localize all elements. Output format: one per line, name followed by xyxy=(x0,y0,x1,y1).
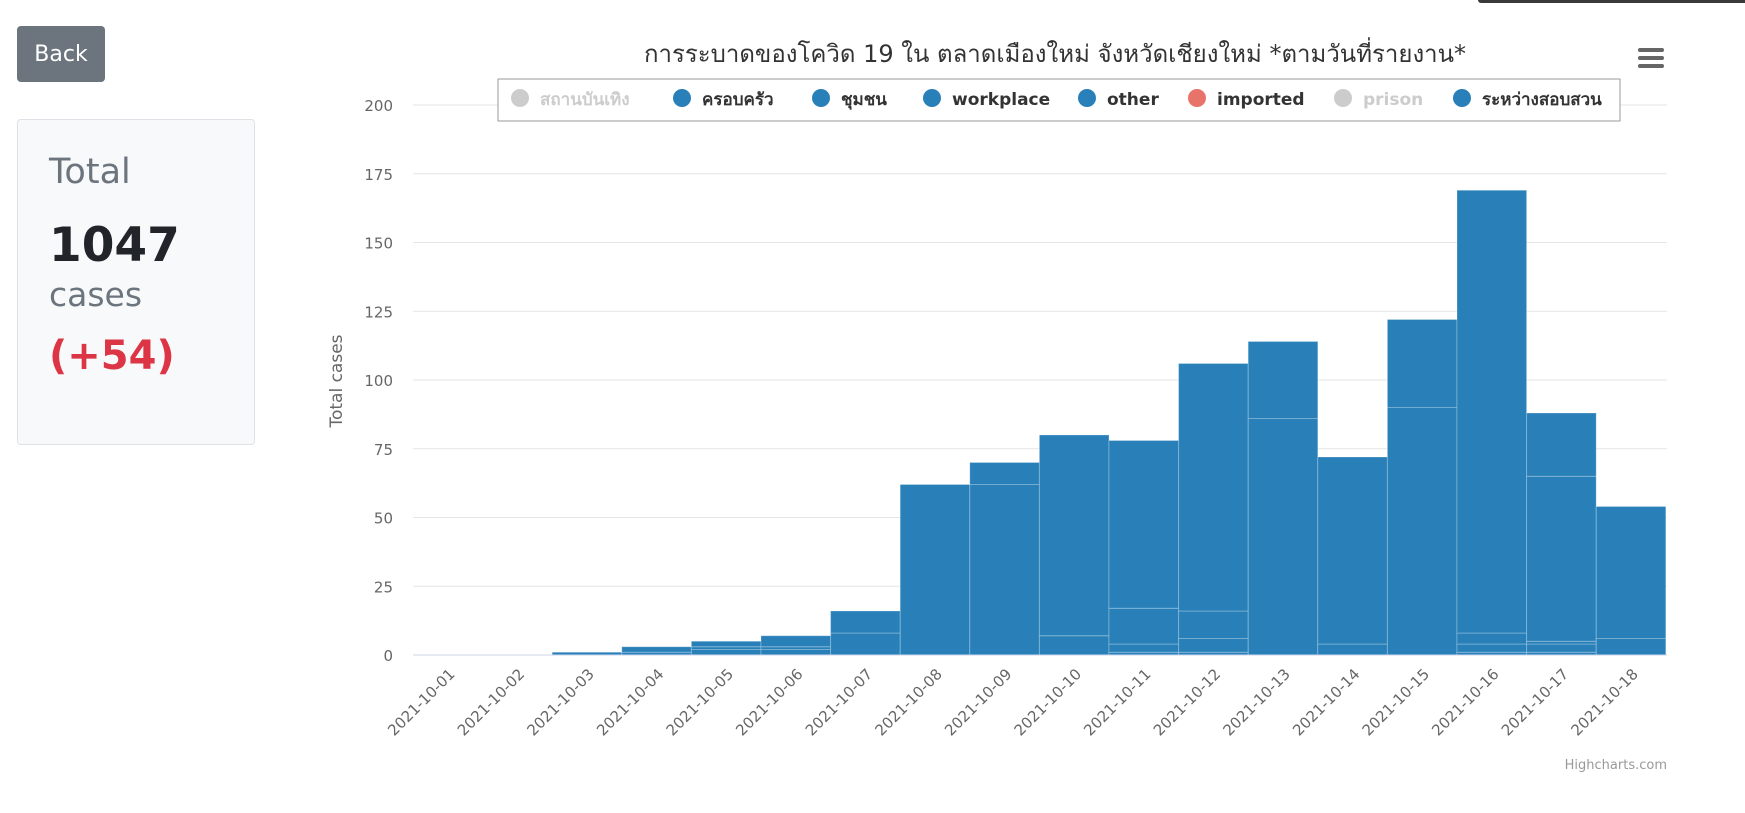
chart-legend: สถานบันเทิง ครอบครัว ชุมชน workplace other im… xyxy=(497,78,1621,122)
bar-segment[interactable] xyxy=(1526,412,1597,477)
x-tick-label: 2021-10-03 xyxy=(523,665,597,739)
y-tick-label: 100 xyxy=(364,372,393,390)
chart-menu-button[interactable] xyxy=(1630,40,1670,76)
bar-segment[interactable] xyxy=(621,646,692,653)
bar-segment[interactable] xyxy=(1178,638,1249,653)
y-tick-label: 200 xyxy=(364,97,393,115)
bar-segment[interactable] xyxy=(1038,434,1110,637)
legend-label: workplace xyxy=(952,90,1050,110)
bar-segment[interactable] xyxy=(760,635,832,648)
bar-segment[interactable] xyxy=(1595,506,1667,639)
bar-segment[interactable] xyxy=(969,462,1040,485)
y-axis-label: Total cases xyxy=(327,334,347,428)
legend-marker xyxy=(1188,89,1206,107)
legend-marker xyxy=(1078,89,1096,107)
x-tick-label: 2021-10-16 xyxy=(1428,665,1502,739)
y-tick-label: 75 xyxy=(374,441,393,459)
legend-marker xyxy=(923,89,941,107)
menu-icon xyxy=(1638,48,1664,52)
legend-marker xyxy=(1453,89,1471,107)
x-tick-label: 2021-10-18 xyxy=(1567,665,1641,739)
bar-segment[interactable] xyxy=(1317,456,1388,645)
bar-segment[interactable] xyxy=(1456,189,1528,634)
x-tick-label: 2021-10-05 xyxy=(663,665,737,739)
legend-item[interactable]: ชุมชน xyxy=(812,89,887,110)
x-tick-label: 2021-10-15 xyxy=(1359,665,1433,739)
legend-item[interactable]: prison xyxy=(1334,89,1423,110)
legend-label: other xyxy=(1107,90,1159,110)
total-cases-card: Total 1047 cases (+54) xyxy=(17,119,255,445)
bar-segment[interactable] xyxy=(1247,418,1319,656)
total-change: (+54) xyxy=(49,333,175,379)
bar-segment[interactable] xyxy=(830,632,901,656)
x-tick-label: 2021-10-01 xyxy=(384,665,458,739)
chart-title: การระบาดของโควิด 19 ใน ตลาดเมืองใหม่ จัง… xyxy=(644,37,1466,68)
y-tick-label: 50 xyxy=(374,510,393,528)
back-button[interactable]: Back xyxy=(17,26,105,82)
bar-segment[interactable] xyxy=(830,610,901,634)
legend-item[interactable]: ครอบครัว xyxy=(673,89,774,110)
y-tick-label: 150 xyxy=(364,235,393,253)
bar-segment[interactable] xyxy=(1386,407,1458,656)
top-overlay-edge xyxy=(1478,0,1745,3)
x-tick-label: 2021-10-06 xyxy=(732,665,806,739)
bar-segment[interactable] xyxy=(1456,643,1528,653)
chart-credits[interactable]: Highcharts.com xyxy=(1565,758,1667,773)
y-tick-label: 0 xyxy=(383,647,393,665)
bar-segment[interactable] xyxy=(760,649,832,656)
bar-segment[interactable] xyxy=(1108,607,1180,645)
total-unit: cases xyxy=(49,275,143,314)
legend-item[interactable]: imported xyxy=(1188,89,1305,110)
legend-item[interactable]: ระหว่างสอบสวน xyxy=(1453,89,1602,110)
legend-marker xyxy=(1334,89,1352,107)
x-tick-label: 2021-10-09 xyxy=(941,665,1015,739)
legend-label: prison xyxy=(1363,90,1423,110)
y-tick-label: 125 xyxy=(364,303,393,321)
legend-item[interactable]: other xyxy=(1078,89,1159,110)
legend-box xyxy=(497,78,1621,122)
bar-segment[interactable] xyxy=(899,484,971,656)
bar-segment[interactable] xyxy=(1178,610,1249,639)
total-label: Total xyxy=(49,152,131,192)
legend-marker xyxy=(812,89,830,107)
y-tick-label: 25 xyxy=(374,578,393,596)
x-tick-label: 2021-10-04 xyxy=(593,665,667,739)
legend-item[interactable]: workplace xyxy=(923,89,1050,110)
bar-segment[interactable] xyxy=(1386,319,1458,408)
bar-segment[interactable] xyxy=(1247,341,1319,419)
x-tick-label: 2021-10-02 xyxy=(454,665,528,739)
legend-label: imported xyxy=(1217,90,1305,110)
bar-segment[interactable] xyxy=(1038,635,1110,656)
x-tick-label: 2021-10-12 xyxy=(1150,665,1224,739)
legend-label: สถานบันเทิง xyxy=(540,90,630,110)
legend-label: ระหว่างสอบสวน xyxy=(1482,90,1602,110)
x-tick-label: 2021-10-10 xyxy=(1011,665,1085,739)
x-tick-label: 2021-10-07 xyxy=(802,665,876,739)
legend-marker xyxy=(511,89,529,107)
bar-segment[interactable] xyxy=(969,484,1040,656)
bar-segment[interactable] xyxy=(1317,643,1388,656)
bar-segment[interactable] xyxy=(1108,643,1180,653)
x-tick-label: 2021-10-14 xyxy=(1289,665,1363,739)
y-tick-label: 175 xyxy=(364,166,393,184)
x-tick-label: 2021-10-17 xyxy=(1498,665,1572,739)
bar-segment[interactable] xyxy=(1526,475,1597,642)
x-tick-label: 2021-10-13 xyxy=(1219,665,1293,739)
legend-marker xyxy=(673,89,691,107)
legend-label: ชุมชน xyxy=(841,90,887,110)
legend-item[interactable]: สถานบันเทิง xyxy=(511,89,630,110)
x-tick-label: 2021-10-08 xyxy=(871,665,945,739)
total-value: 1047 xyxy=(49,218,180,273)
legend-label: ครอบครัว xyxy=(702,90,774,110)
bar-segment[interactable] xyxy=(1108,440,1180,609)
bar-segment[interactable] xyxy=(1526,643,1597,653)
bar-segment[interactable] xyxy=(1178,363,1249,612)
bar-segment[interactable] xyxy=(1456,632,1528,645)
bar-segment[interactable] xyxy=(690,649,762,656)
bar-segment[interactable] xyxy=(690,640,762,648)
bar-segment[interactable] xyxy=(1595,638,1667,656)
x-tick-label: 2021-10-11 xyxy=(1080,665,1154,739)
